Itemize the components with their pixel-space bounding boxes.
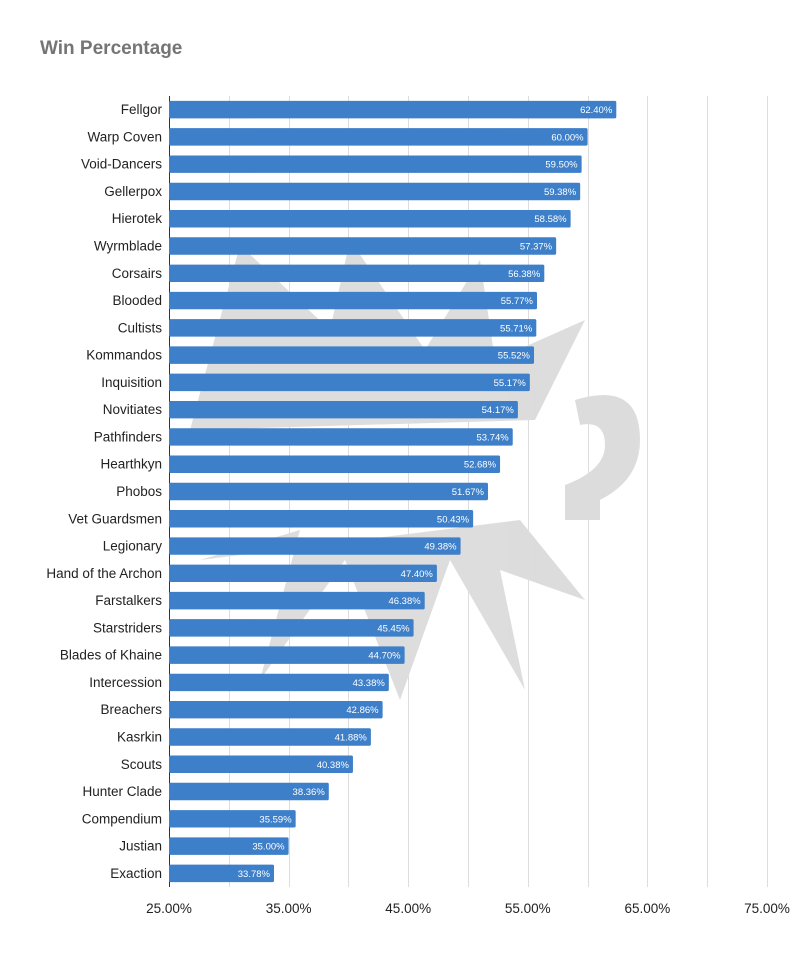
x-tick-label: 35.00% [266, 901, 312, 916]
category-label: Hand of the Archon [46, 566, 162, 581]
data-label: 44.70% [368, 651, 401, 662]
bar [169, 837, 289, 855]
chart-title: Win Percentage [40, 38, 183, 59]
data-label: 38.36% [293, 787, 326, 798]
data-label: 47.40% [401, 569, 434, 580]
data-label: 42.86% [346, 705, 379, 716]
data-label: 41.88% [335, 732, 368, 743]
bar [169, 264, 545, 283]
data-label: 33.78% [238, 869, 271, 880]
category-label: Gellerpox [104, 184, 162, 199]
bar [169, 700, 383, 719]
category-label: Warp Coven [87, 129, 162, 144]
data-label: 51.67% [452, 487, 485, 498]
category-label: Blades of Khaine [60, 648, 162, 663]
data-label: 59.38% [544, 187, 577, 198]
category-label: Corsairs [112, 266, 163, 281]
category-label: Justian [119, 839, 162, 854]
category-label: Kasrkin [117, 729, 162, 744]
category-label: Pathfinders [94, 429, 163, 444]
category-label: Wyrmblade [94, 239, 162, 254]
bar [169, 482, 488, 501]
bar [169, 128, 588, 146]
data-label: 57.37% [520, 242, 553, 253]
data-label: 52.68% [464, 460, 497, 471]
bar [169, 319, 537, 337]
category-label: Intercession [89, 675, 162, 690]
category-label: Legionary [103, 539, 163, 554]
category-label: Vet Guardsmen [68, 511, 162, 526]
data-label: 46.38% [388, 596, 421, 607]
category-label: Farstalkers [95, 593, 162, 608]
x-tick-label: 55.00% [505, 901, 551, 916]
bar [169, 810, 296, 828]
category-label: Blooded [112, 293, 162, 308]
bar [169, 428, 513, 446]
bar [169, 619, 414, 637]
bar [169, 155, 582, 173]
bar [169, 864, 275, 883]
category-label: Breachers [100, 702, 162, 717]
bar [169, 591, 425, 610]
category-label: Fellgor [121, 102, 163, 117]
category-label: Hunter Clade [82, 784, 162, 799]
category-label: Compendium [82, 811, 162, 826]
data-label: 55.77% [501, 296, 534, 307]
data-label: 35.00% [252, 842, 285, 853]
data-label: 53.74% [476, 432, 509, 443]
data-label: 55.17% [494, 378, 527, 389]
data-label: 35.59% [259, 814, 292, 825]
x-tick-label: 75.00% [744, 901, 790, 916]
bar [169, 291, 538, 310]
category-label: Hierotek [112, 211, 163, 226]
bar [169, 728, 371, 746]
x-tick-label: 25.00% [146, 901, 192, 916]
data-label: 43.38% [353, 678, 386, 689]
bar [169, 782, 329, 801]
data-label: 50.43% [437, 514, 470, 525]
data-label: 56.38% [508, 269, 541, 280]
bar [169, 646, 405, 664]
bar [169, 237, 557, 255]
bar [169, 510, 474, 528]
category-label: Scouts [121, 757, 163, 772]
bar [169, 564, 437, 583]
bar [169, 537, 461, 555]
data-label: 58.58% [534, 214, 567, 225]
category-label: Kommandos [86, 348, 162, 363]
category-label: Phobos [116, 484, 162, 499]
data-label: 55.52% [498, 351, 531, 362]
data-label: 60.00% [551, 132, 584, 143]
bar [169, 755, 353, 773]
category-label: Novitiates [103, 402, 163, 417]
data-label: 62.40% [580, 105, 613, 116]
category-label: Void-Dancers [81, 157, 162, 172]
bar [169, 182, 581, 201]
data-label: 59.50% [545, 160, 578, 171]
category-label: Cultists [118, 320, 163, 335]
x-tick-label: 45.00% [385, 901, 431, 916]
bar [169, 373, 530, 392]
category-label: Exaction [110, 866, 162, 881]
bar [169, 400, 518, 419]
x-tick-label: 65.00% [625, 901, 671, 916]
data-label: 49.38% [424, 542, 457, 553]
category-label: Hearthkyn [100, 457, 162, 472]
category-label: Starstriders [93, 620, 162, 635]
bar [169, 100, 617, 119]
bar [169, 346, 535, 364]
bar [169, 673, 389, 692]
data-label: 55.71% [500, 323, 533, 334]
bar [169, 210, 571, 228]
data-label: 40.38% [317, 760, 350, 771]
category-label: Inquisition [101, 375, 162, 390]
data-label: 45.45% [377, 623, 410, 634]
data-label: 54.17% [482, 405, 515, 416]
bar [169, 455, 501, 473]
